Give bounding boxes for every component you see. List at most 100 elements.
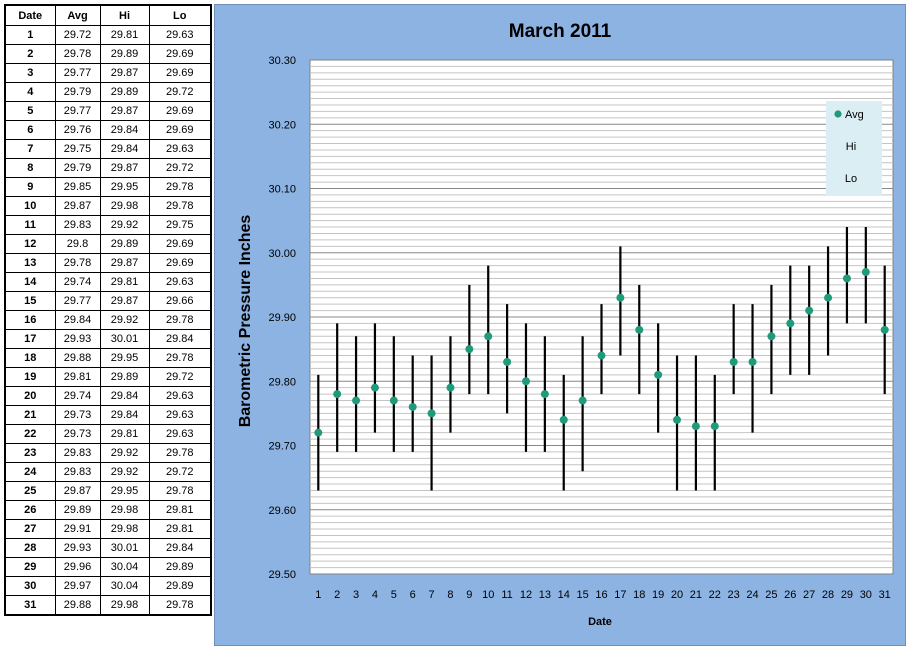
cell-date: 30 [4,576,56,596]
cell-lo: 29.69 [148,101,212,121]
avg-point [880,325,889,334]
cell-lo: 29.78 [148,177,212,197]
x-tick-label: 23 [728,589,740,601]
cell-hi: 30.01 [99,329,150,349]
avg-point [352,396,361,405]
avg-point [503,357,512,366]
cell-date: 14 [4,272,56,292]
table-row: 19 29.81 29.89 29.72 [4,367,212,387]
cell-avg: 29.97 [54,576,101,596]
y-tick-label: 29.50 [268,569,296,581]
x-tick-label: 29 [841,589,853,601]
table-row: 4 29.79 29.89 29.72 [4,82,212,102]
avg-point [446,383,455,392]
avg-point [521,377,530,386]
cell-avg: 29.85 [54,177,101,197]
cell-avg: 29.77 [54,101,101,121]
x-tick-label: 10 [482,589,494,601]
cell-date: 12 [4,234,56,254]
cell-lo: 29.63 [148,272,212,292]
cell-hi: 29.87 [99,101,150,121]
x-tick-label: 27 [803,589,815,601]
cell-date: 15 [4,291,56,311]
cell-hi: 29.87 [99,253,150,273]
cell-date: 9 [4,177,56,197]
avg-point [389,396,398,405]
y-tick-label: 30.30 [268,55,296,67]
y-tick-label: 29.80 [268,376,296,388]
y-tick-labels: 29.50 29.60 29.70 29.80 29.90 30.00 30.10 30.20… [268,55,296,581]
cell-date: 20 [4,386,56,406]
table-row: 1 29.72 29.81 29.63 [4,25,212,45]
cell-lo: 29.66 [148,291,212,311]
cell-date: 3 [4,63,56,83]
cell-avg: 29.83 [54,443,101,463]
table-row: 27 29.91 29.98 29.81 [4,519,212,539]
cell-date: 18 [4,348,56,368]
cell-lo: 29.81 [148,519,212,539]
x-tick-label: 19 [652,589,664,601]
x-tick-label: 11 [501,589,512,601]
cell-hi: 29.92 [99,462,150,482]
cell-lo: 29.72 [148,367,212,387]
avg-point [578,396,587,405]
x-tick-label: 13 [539,589,551,601]
cell-date: 1 [4,25,56,45]
cell-date: 8 [4,158,56,178]
avg-point [408,402,417,411]
cell-lo: 29.63 [148,25,212,45]
table-row: 13 29.78 29.87 29.69 [4,253,212,273]
legend-label-hi: Hi [846,141,856,153]
avg-point [654,370,663,379]
cell-hi: 29.84 [99,120,150,140]
avg-point [824,293,833,302]
table-row: 5 29.77 29.87 29.69 [4,101,212,121]
cell-lo: 29.63 [148,386,212,406]
cell-avg: 29.93 [54,538,101,558]
cell-hi: 30.01 [99,538,150,558]
x-tick-label: 6 [410,589,416,601]
cell-lo: 29.89 [148,557,212,577]
table-row: 28 29.93 30.01 29.84 [4,538,212,558]
y-axis-title: Barometric Pressure Inches [237,215,254,428]
data-table: Date Avg Hi Lo 1 29.72 29.81 29.63 2 29.78 29.… [4,4,212,616]
cell-hi: 29.92 [99,215,150,235]
chart-svg: March 2011 29.50 29.60 29.70 29.80 29.90 30.0… [237,21,894,628]
legend-label-avg: Avg [845,109,864,121]
cell-hi: 29.98 [99,595,150,616]
cell-avg: 29.76 [54,120,101,140]
cell-date: 24 [4,462,56,482]
cell-lo: 29.78 [148,348,212,368]
cell-avg: 29.73 [54,405,101,425]
cell-hi: 29.87 [99,291,150,311]
table-body: 1 29.72 29.81 29.63 2 29.78 29.89 29.69 3 29.77 29… [4,25,212,616]
y-tick-label: 30.00 [268,248,296,260]
chart-title: March 2011 [509,21,612,42]
x-tick-label: 20 [671,589,683,601]
x-tick-label: 7 [429,589,435,601]
table-row: 23 29.83 29.92 29.78 [4,443,212,463]
y-tick-label: 30.20 [268,119,296,131]
cell-lo: 29.78 [148,196,212,216]
avg-point [729,357,738,366]
cell-date: 29 [4,557,56,577]
cell-hi: 29.81 [99,272,150,292]
avg-point [748,357,757,366]
avg-point [673,415,682,424]
cell-avg: 29.77 [54,63,101,83]
cell-date: 10 [4,196,56,216]
table-row: 30 29.97 30.04 29.89 [4,576,212,596]
x-tick-label: 26 [784,589,796,601]
x-tick-label: 1 [315,589,321,601]
cell-hi: 29.95 [99,177,150,197]
cell-lo: 29.69 [148,63,212,83]
x-tick-label: 12 [520,589,532,601]
x-tick-label: 30 [860,589,872,601]
avg-points [314,268,889,437]
avg-point [635,325,644,334]
table-row: 9 29.85 29.95 29.78 [4,177,212,197]
avg-point [559,415,568,424]
cell-date: 5 [4,101,56,121]
cell-hi: 30.04 [99,557,150,577]
cell-avg: 29.78 [54,253,101,273]
